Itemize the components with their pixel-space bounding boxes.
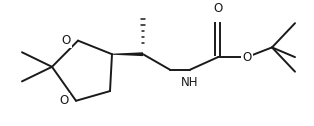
Text: O: O [242,51,252,64]
Text: O: O [214,2,223,15]
Polygon shape [112,52,143,56]
Text: O: O [62,34,71,47]
Text: NH: NH [181,76,199,89]
Text: O: O [60,94,69,107]
